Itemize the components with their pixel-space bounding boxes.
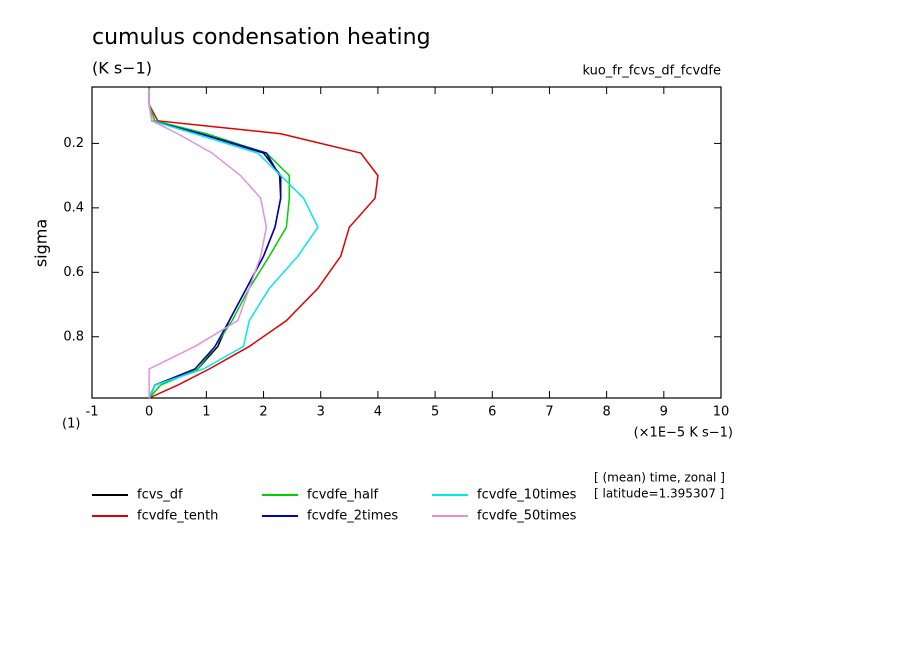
chart-title: cumulus condensation heating xyxy=(92,25,431,50)
series-line xyxy=(148,88,282,399)
series-line xyxy=(148,88,282,399)
x-tick-label: 10 xyxy=(713,405,730,420)
x-axis-label: (×1E−5 K s−1) xyxy=(634,426,733,441)
y-tick-label: 0.8 xyxy=(63,329,84,344)
y-axis-label: sigma xyxy=(32,219,51,267)
x-tick-label: -1 xyxy=(86,405,99,420)
x-tick-label: 0 xyxy=(145,405,153,420)
x-tick-label: 8 xyxy=(602,405,610,420)
plot-frame xyxy=(91,86,722,399)
legend-label: fcvdfe_10times xyxy=(477,488,577,503)
x-tick-label: 6 xyxy=(488,405,496,420)
x-tick-label: 2 xyxy=(259,405,267,420)
series-line xyxy=(148,88,379,399)
legend-label: fcvdfe_tenth xyxy=(137,509,218,524)
x-tick-label: 4 xyxy=(374,405,382,420)
legend-label: fcvdfe_half xyxy=(307,488,379,503)
y-tick-label: 0.4 xyxy=(63,200,84,215)
legend-label: fcvdfe_2times xyxy=(307,509,398,524)
x-tick-label: 5 xyxy=(431,405,439,420)
run-label: kuo_fr_fcvs_df_fcvdfe xyxy=(582,64,721,79)
y-tick-label: 0.6 xyxy=(63,265,84,280)
legend-label: fcvs_df xyxy=(137,488,183,503)
x-tick-label: 3 xyxy=(317,405,325,420)
units: (K s−1) xyxy=(92,59,152,78)
series-line xyxy=(148,88,291,399)
x-prefix: (1) xyxy=(62,417,80,432)
y-tick-label: 0.2 xyxy=(63,136,84,151)
note: [ latitude=1.395307 ] xyxy=(594,487,724,501)
series-line xyxy=(148,88,319,399)
note: [ (mean) time, zonal ] xyxy=(594,471,725,485)
x-tick-label: 7 xyxy=(545,405,553,420)
legend-label: fcvdfe_50times xyxy=(477,509,577,524)
x-tick-label: 9 xyxy=(660,405,668,420)
x-tick-label: 1 xyxy=(202,405,210,420)
series-line xyxy=(148,88,268,398)
